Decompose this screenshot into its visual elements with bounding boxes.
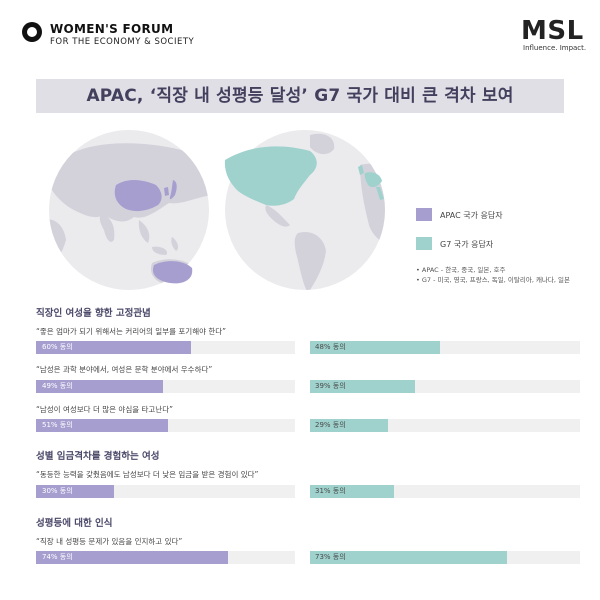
bar-label-g7: 73% 동의	[315, 553, 346, 561]
bar-g7	[310, 485, 394, 498]
womens-forum-title: WOMEN'S FORUM	[50, 22, 174, 36]
bar-label-g7: 31% 동의	[315, 487, 346, 495]
section-title-stereotypes: 직장인 여성을 향한 고정관념	[36, 308, 151, 319]
bar-track-apac: 30% 동의	[36, 485, 295, 498]
bar-label-apac: 49% 동의	[42, 382, 73, 390]
bar-g7	[310, 380, 416, 393]
question-text: “남성이 여성보다 더 많은 야심을 타고난다”	[36, 405, 173, 414]
bar-apac	[36, 341, 192, 354]
legend-swatch-apac	[416, 208, 432, 221]
legend-swatch-g7	[416, 237, 432, 250]
bar-label-apac: 30% 동의	[42, 487, 73, 495]
msl-tagline: Influence. Impact.	[523, 44, 587, 52]
bar-apac	[36, 485, 114, 498]
legend-label-apac: APAC 국가 응답자	[440, 211, 503, 220]
bar-track-apac: 60% 동의	[36, 341, 295, 354]
bar-track-g7: 31% 동의	[310, 485, 580, 498]
bar-label-apac: 74% 동의	[42, 553, 73, 561]
section-title-pay-gap: 성별 임금격차를 경험하는 여성	[36, 451, 160, 462]
bar-track-g7: 39% 동의	[310, 380, 580, 393]
section-title-awareness: 성평등에 대한 인식	[36, 518, 113, 529]
question-text: “직장 내 성평등 문제가 있음을 인지하고 있다”	[36, 537, 183, 546]
apac-globe-icon	[49, 130, 209, 290]
bar-track-g7: 29% 동의	[310, 419, 580, 432]
bar-track-apac: 49% 동의	[36, 380, 295, 393]
bar-apac	[36, 419, 169, 432]
bar-label-g7: 29% 동의	[315, 421, 346, 429]
bar-track-apac: 51% 동의	[36, 419, 295, 432]
question-text: “남성은 과학 분야에서, 여성은 문학 분야에서 우수하다”	[36, 365, 213, 374]
bar-label-apac: 51% 동의	[42, 421, 73, 429]
womens-forum-subtitle: FOR THE ECONOMY & SOCIETY	[50, 37, 195, 47]
womens-forum-logo-icon	[22, 22, 42, 42]
question-text: “좋은 엄마가 되기 위해서는 커리어의 일부를 포기해야 한다”	[36, 327, 227, 336]
bar-label-apac: 60% 동의	[42, 343, 73, 351]
legend-note-g7: • G7 - 미국, 영국, 프랑스, 독일, 이탈리아, 캐나다, 일본	[416, 276, 570, 284]
bar-apac	[36, 551, 228, 564]
question-text: “동등한 능력을 갖췄음에도 남성보다 더 낮은 임금을 받은 경험이 있다”	[36, 470, 259, 479]
bar-track-g7: 48% 동의	[310, 341, 580, 354]
page-title: APAC, ‘직장 내 성평등 달성’ G7 국가 대비 큰 격차 보여	[86, 86, 514, 106]
bar-label-g7: 48% 동의	[315, 343, 346, 351]
bar-track-apac: 74% 동의	[36, 551, 295, 564]
bar-g7	[310, 551, 508, 564]
bar-g7	[310, 341, 440, 354]
bar-label-g7: 39% 동의	[315, 382, 346, 390]
bar-g7	[310, 419, 389, 432]
bar-apac	[36, 380, 163, 393]
legend-label-g7: G7 국가 응답자	[440, 240, 494, 249]
legend-note-apac: • APAC - 한국, 중국, 일본, 호주	[416, 266, 506, 274]
msl-logo: MSL	[521, 16, 584, 46]
g7-globe-icon	[224, 130, 385, 290]
bar-track-g7: 73% 동의	[310, 551, 580, 564]
title-banner	[36, 79, 564, 113]
